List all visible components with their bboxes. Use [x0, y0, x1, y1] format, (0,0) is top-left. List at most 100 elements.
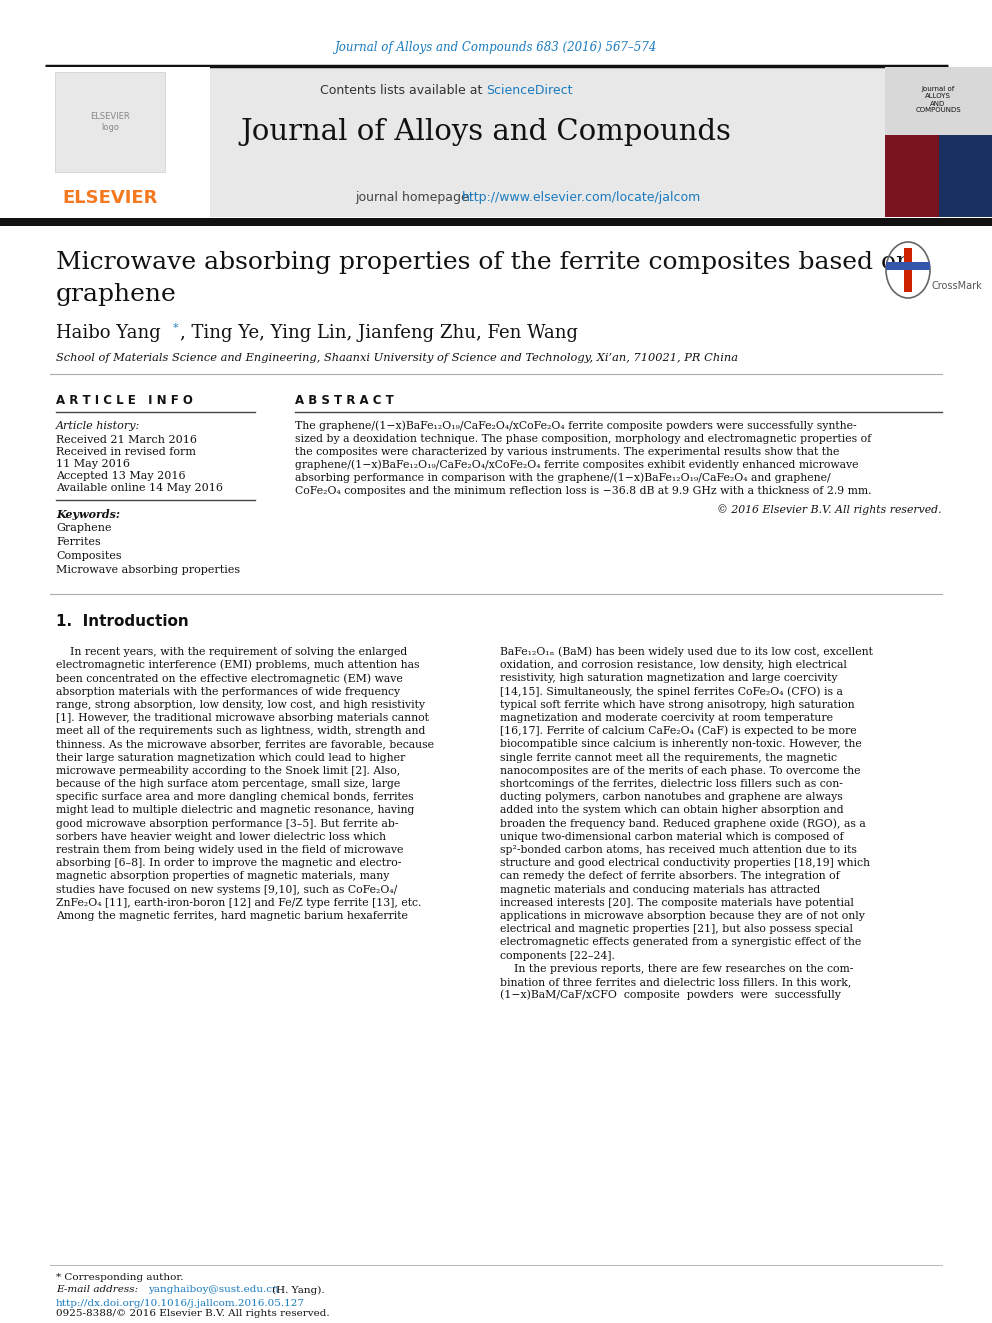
Text: good microwave absorption performance [3–5]. But ferrite ab-: good microwave absorption performance [3… — [56, 819, 399, 828]
Text: Journal of Alloys and Compounds 683 (2016) 567–574: Journal of Alloys and Compounds 683 (201… — [335, 41, 657, 54]
Text: (1−x)BaM/CaF/xCFO  composite  powders  were  successfully: (1−x)BaM/CaF/xCFO composite powders were… — [500, 990, 841, 1000]
Text: Received in revised form: Received in revised form — [56, 447, 196, 456]
Text: their large saturation magnetization which could lead to higher: their large saturation magnetization whi… — [56, 753, 406, 762]
Text: bination of three ferrites and dielectric loss fillers. In this work,: bination of three ferrites and dielectri… — [500, 976, 851, 987]
Bar — [885, 67, 992, 217]
Text: oxidation, and corrosion resistance, low density, high electrical: oxidation, and corrosion resistance, low… — [500, 660, 847, 671]
Text: Ferrites: Ferrites — [56, 537, 101, 546]
Text: because of the high surface atom percentage, small size, large: because of the high surface atom percent… — [56, 779, 400, 789]
Text: Journal of
ALLOYS
AND
COMPOUNDS: Journal of ALLOYS AND COMPOUNDS — [916, 86, 961, 114]
Text: Contents lists available at: Contents lists available at — [319, 83, 486, 97]
Text: * Corresponding author.: * Corresponding author. — [56, 1273, 184, 1282]
Bar — [45, 67, 210, 217]
Text: Accepted 13 May 2016: Accepted 13 May 2016 — [56, 471, 186, 482]
Text: [1]. However, the traditional microwave absorbing materials cannot: [1]. However, the traditional microwave … — [56, 713, 429, 722]
Bar — [885, 135, 939, 217]
Text: http://www.elsevier.com/locate/jalcom: http://www.elsevier.com/locate/jalcom — [462, 192, 701, 205]
Text: journal homepage:: journal homepage: — [355, 192, 477, 205]
Text: Haibo Yang: Haibo Yang — [56, 324, 161, 343]
Text: microwave permeability according to the Snoek limit [2]. Also,: microwave permeability according to the … — [56, 766, 400, 775]
Text: restrain them from being widely used in the field of microwave: restrain them from being widely used in … — [56, 845, 404, 855]
Text: *: * — [173, 323, 179, 333]
Text: sorbers have heavier weight and lower dielectric loss which: sorbers have heavier weight and lower di… — [56, 832, 386, 841]
Text: unique two-dimensional carbon material which is composed of: unique two-dimensional carbon material w… — [500, 832, 843, 841]
Bar — [939, 135, 992, 217]
Text: ELSEVIER
logo: ELSEVIER logo — [90, 112, 130, 132]
Text: Journal of Alloys and Compounds: Journal of Alloys and Compounds — [241, 118, 731, 146]
Text: graphene: graphene — [56, 283, 177, 307]
Text: added into the system which can obtain higher absorption and: added into the system which can obtain h… — [500, 806, 843, 815]
Text: Keywords:: Keywords: — [56, 508, 120, 520]
Bar — [45, 67, 885, 217]
Text: E-mail address:: E-mail address: — [56, 1286, 142, 1294]
Text: components [22–24].: components [22–24]. — [500, 951, 615, 960]
Text: increased interests [20]. The composite materials have potential: increased interests [20]. The composite … — [500, 898, 854, 908]
Text: electromagnetic effects generated from a synergistic effect of the: electromagnetic effects generated from a… — [500, 938, 861, 947]
Text: might lead to multiple dielectric and magnetic resonance, having: might lead to multiple dielectric and ma… — [56, 806, 415, 815]
Text: Among the magnetic ferrites, hard magnetic barium hexaferrite: Among the magnetic ferrites, hard magnet… — [56, 912, 408, 921]
Text: nanocomposites are of the merits of each phase. To overcome the: nanocomposites are of the merits of each… — [500, 766, 860, 775]
Text: absorption materials with the performances of wide frequency: absorption materials with the performanc… — [56, 687, 400, 697]
Text: yanghaiboy@sust.edu.cn: yanghaiboy@sust.edu.cn — [148, 1286, 279, 1294]
Text: electrical and magnetic properties [21], but also possess special: electrical and magnetic properties [21],… — [500, 925, 853, 934]
Text: School of Materials Science and Engineering, Shaanxi University of Science and T: School of Materials Science and Engineer… — [56, 353, 738, 363]
Text: ELSEVIER: ELSEVIER — [62, 189, 158, 206]
Text: shortcomings of the ferrites, dielectric loss fillers such as con-: shortcomings of the ferrites, dielectric… — [500, 779, 843, 789]
Text: graphene/(1−x)BaFe₁₂O₁₉/CaFe₂O₄/xCoFe₂O₄ ferrite composites exhibit evidently en: graphene/(1−x)BaFe₁₂O₁₉/CaFe₂O₄/xCoFe₂O₄… — [295, 459, 858, 470]
Text: absorbing [6–8]. In order to improve the magnetic and electro-: absorbing [6–8]. In order to improve the… — [56, 859, 402, 868]
Text: CoFe₂O₄ composites and the minimum reflection loss is −36.8 dB at 9.9 GHz with a: CoFe₂O₄ composites and the minimum refle… — [295, 486, 872, 496]
Text: © 2016 Elsevier B.V. All rights reserved.: © 2016 Elsevier B.V. All rights reserved… — [717, 504, 942, 516]
Text: 11 May 2016: 11 May 2016 — [56, 459, 130, 468]
Bar — [55, 71, 165, 172]
Text: been concentrated on the effective electromagnetic (EM) wave: been concentrated on the effective elect… — [56, 673, 403, 684]
Bar — [886, 262, 930, 270]
Text: BaFe₁₂O₁ₙ (BaM) has been widely used due to its low cost, excellent: BaFe₁₂O₁ₙ (BaM) has been widely used due… — [500, 647, 873, 658]
Text: In the previous reports, there are few researches on the com-: In the previous reports, there are few r… — [500, 963, 853, 974]
Text: typical soft ferrite which have strong anisotropy, high saturation: typical soft ferrite which have strong a… — [500, 700, 855, 710]
Text: absorbing performance in comparison with the graphene/(1−x)BaFe₁₂O₁₉/CaFe₂O₄ and: absorbing performance in comparison with… — [295, 472, 830, 483]
Text: In recent years, with the requirement of solving the enlarged: In recent years, with the requirement of… — [56, 647, 408, 658]
Text: range, strong absorption, low density, low cost, and high resistivity: range, strong absorption, low density, l… — [56, 700, 425, 710]
Text: 1.  Introduction: 1. Introduction — [56, 614, 188, 630]
Text: single ferrite cannot meet all the requirements, the magnetic: single ferrite cannot meet all the requi… — [500, 753, 837, 762]
Text: Available online 14 May 2016: Available online 14 May 2016 — [56, 483, 223, 493]
Text: applications in microwave absorption because they are of not only: applications in microwave absorption bec… — [500, 912, 865, 921]
Text: ducting polymers, carbon nanotubes and graphene are always: ducting polymers, carbon nanotubes and g… — [500, 792, 843, 802]
Text: can remedy the defect of ferrite absorbers. The integration of: can remedy the defect of ferrite absorbe… — [500, 872, 840, 881]
Text: meet all of the requirements such as lightness, width, strength and: meet all of the requirements such as lig… — [56, 726, 426, 736]
Text: Received 21 March 2016: Received 21 March 2016 — [56, 435, 197, 445]
Text: Composites: Composites — [56, 550, 122, 561]
Text: Microwave absorbing properties: Microwave absorbing properties — [56, 565, 240, 576]
Text: ScienceDirect: ScienceDirect — [486, 83, 572, 97]
Text: structure and good electrical conductivity properties [18,19] which: structure and good electrical conductivi… — [500, 859, 870, 868]
Text: magnetization and moderate coercivity at room temperature: magnetization and moderate coercivity at… — [500, 713, 833, 722]
Text: CrossMark: CrossMark — [932, 280, 983, 291]
Text: sp²-bonded carbon atoms, has received much attention due to its: sp²-bonded carbon atoms, has received mu… — [500, 845, 857, 855]
Text: biocompatible since calcium is inherently non-toxic. However, the: biocompatible since calcium is inherentl… — [500, 740, 862, 749]
Bar — [904, 247, 912, 292]
Bar — [885, 67, 992, 135]
Text: the composites were characterized by various instruments. The experimental resul: the composites were characterized by var… — [295, 447, 839, 456]
Text: http://dx.doi.org/10.1016/j.jallcom.2016.05.127: http://dx.doi.org/10.1016/j.jallcom.2016… — [56, 1298, 305, 1307]
Text: [16,17]. Ferrite of calcium CaFe₂O₄ (CaF) is expected to be more: [16,17]. Ferrite of calcium CaFe₂O₄ (CaF… — [500, 726, 857, 737]
Text: magnetic absorption properties of magnetic materials, many: magnetic absorption properties of magnet… — [56, 872, 390, 881]
Text: resistivity, high saturation magnetization and large coercivity: resistivity, high saturation magnetizati… — [500, 673, 837, 684]
Text: Graphene: Graphene — [56, 523, 111, 533]
Text: , Ting Ye, Ying Lin, Jianfeng Zhu, Fen Wang: , Ting Ye, Ying Lin, Jianfeng Zhu, Fen W… — [180, 324, 578, 343]
Text: ZnFe₂O₄ [11], earth-iron-boron [12] and Fe/Z type ferrite [13], etc.: ZnFe₂O₄ [11], earth-iron-boron [12] and … — [56, 898, 422, 908]
Text: A B S T R A C T: A B S T R A C T — [295, 393, 394, 406]
Text: A R T I C L E   I N F O: A R T I C L E I N F O — [56, 393, 192, 406]
Text: thinness. As the microwave absorber, ferrites are favorable, because: thinness. As the microwave absorber, fer… — [56, 740, 434, 749]
Text: (H. Yang).: (H. Yang). — [272, 1286, 324, 1295]
Text: sized by a deoxidation technique. The phase composition, morphology and electrom: sized by a deoxidation technique. The ph… — [295, 434, 871, 445]
Text: studies have focused on new systems [9,10], such as CoFe₂O₄/: studies have focused on new systems [9,1… — [56, 885, 397, 894]
Text: Microwave absorbing properties of the ferrite composites based on: Microwave absorbing properties of the fe… — [56, 251, 912, 274]
Text: 0925-8388/© 2016 Elsevier B.V. All rights reserved.: 0925-8388/© 2016 Elsevier B.V. All right… — [56, 1310, 329, 1319]
Bar — [0, 218, 992, 226]
Text: [14,15]. Simultaneously, the spinel ferrites CoFe₂O₄ (CFO) is a: [14,15]. Simultaneously, the spinel ferr… — [500, 687, 843, 697]
Text: The graphene/(1−x)BaFe₁₂O₁₉/CaFe₂O₄/xCoFe₂O₄ ferrite composite powders were succ: The graphene/(1−x)BaFe₁₂O₁₉/CaFe₂O₄/xCoF… — [295, 421, 857, 431]
Text: electromagnetic interference (EMI) problems, much attention has: electromagnetic interference (EMI) probl… — [56, 660, 420, 671]
Text: magnetic materials and conducing materials has attracted: magnetic materials and conducing materia… — [500, 885, 820, 894]
Text: specific surface area and more dangling chemical bonds, ferrites: specific surface area and more dangling … — [56, 792, 414, 802]
Text: Article history:: Article history: — [56, 421, 140, 431]
